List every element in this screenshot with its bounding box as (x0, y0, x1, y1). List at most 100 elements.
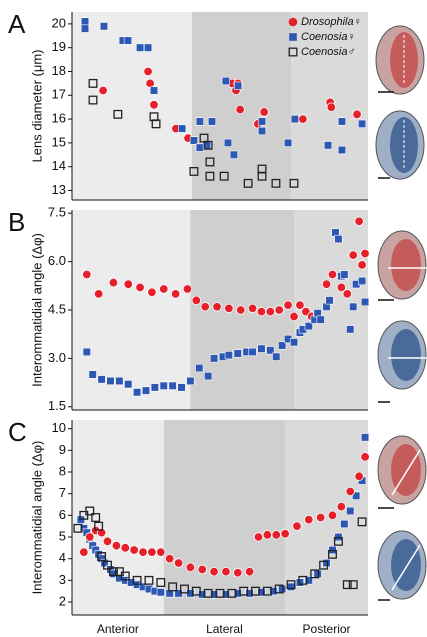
point (235, 104, 245, 115)
point (209, 354, 219, 363)
point (221, 76, 231, 86)
point (85, 532, 95, 542)
fly-illustrations (375, 25, 427, 601)
point (233, 589, 242, 598)
point (340, 519, 349, 529)
point (205, 171, 215, 181)
point (224, 303, 234, 314)
point (156, 588, 165, 597)
point (336, 501, 347, 512)
point (82, 269, 92, 280)
point (108, 277, 119, 288)
point (191, 295, 202, 306)
point (197, 564, 207, 575)
y-tick-label: 19 (52, 39, 66, 54)
point (304, 514, 314, 525)
point (97, 375, 106, 384)
point (272, 352, 281, 361)
point (205, 157, 215, 167)
point (233, 81, 243, 90)
point (340, 270, 349, 279)
panel-letter: B (8, 207, 25, 237)
point (274, 305, 284, 315)
point (200, 302, 210, 312)
point (316, 315, 325, 324)
point (151, 119, 161, 129)
point (99, 22, 109, 31)
eye-red (391, 239, 421, 291)
y-tick-label: 6.0 (48, 253, 66, 268)
point (189, 166, 199, 176)
y-tick-label: 17 (52, 87, 66, 102)
point (120, 571, 130, 581)
y-tick-label: 14 (52, 158, 66, 173)
point (80, 17, 90, 26)
point (283, 138, 293, 147)
point (357, 276, 367, 286)
point (94, 521, 104, 531)
point (354, 471, 364, 482)
point (233, 349, 242, 358)
panel-letter: A (8, 9, 26, 39)
legend-label: Drosophila♀ (301, 16, 362, 28)
point (100, 558, 109, 568)
point (257, 588, 266, 597)
point (243, 178, 253, 188)
y-tick-label: 4 (59, 550, 66, 565)
legend-label: Coenosia♀ (301, 31, 356, 43)
point (159, 381, 168, 390)
point (286, 580, 296, 590)
point (304, 576, 313, 585)
point (123, 36, 133, 45)
point (221, 590, 231, 599)
point (138, 547, 148, 557)
point (280, 529, 290, 539)
point (245, 589, 254, 598)
point (328, 549, 337, 559)
point (233, 568, 243, 578)
point (203, 588, 213, 598)
point (173, 558, 184, 568)
y-tick-label: 18 (52, 63, 66, 78)
point (207, 117, 217, 126)
y-tick-label: 3 (59, 572, 66, 587)
point (315, 512, 326, 523)
point (195, 143, 204, 152)
point (123, 279, 133, 289)
point (348, 580, 358, 590)
point (289, 178, 299, 188)
point (292, 521, 302, 531)
point (278, 584, 287, 594)
legend-marker (289, 33, 297, 41)
point (345, 486, 355, 497)
transect (391, 544, 421, 591)
point (342, 289, 352, 299)
point (360, 433, 370, 442)
point (80, 24, 90, 33)
y-tick-label: 5 (59, 528, 66, 543)
y-tick-label: 4.5 (48, 301, 66, 316)
point (295, 578, 305, 587)
point (257, 344, 266, 353)
point (298, 575, 308, 585)
point (319, 560, 329, 570)
point (321, 279, 332, 289)
point (195, 363, 204, 373)
point (346, 506, 355, 516)
y-tick-label: 6 (59, 507, 66, 522)
y-tick-label: 1.5 (48, 398, 66, 413)
point (251, 586, 260, 596)
region-label: Anterior (97, 622, 139, 636)
point (82, 347, 91, 357)
point (135, 282, 145, 293)
point (106, 376, 115, 386)
point (88, 78, 98, 88)
point (310, 569, 320, 579)
point (352, 491, 361, 500)
point (149, 100, 159, 110)
y-axis-label: Interommatidial angle (Δφ) (29, 441, 44, 595)
y-tick-label: 13 (52, 182, 66, 197)
point (85, 506, 95, 516)
point (360, 297, 370, 307)
eye-red (391, 444, 421, 496)
